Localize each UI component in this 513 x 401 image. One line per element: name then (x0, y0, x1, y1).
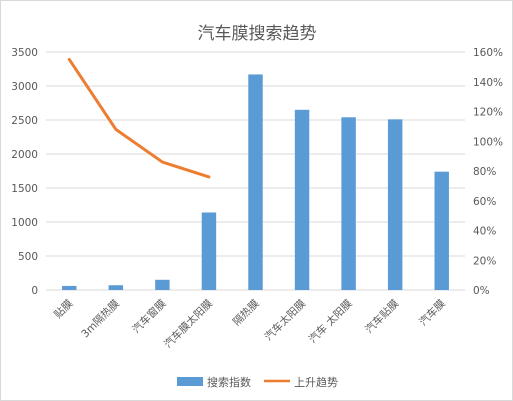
bar (387, 119, 403, 290)
legend: 搜索指数 上升趋势 (177, 375, 338, 389)
bar-series (62, 74, 449, 290)
right-tick-label: 20% (473, 255, 496, 267)
right-tick-label: 0% (473, 285, 490, 297)
bar (294, 109, 310, 290)
category-label: 贴膜 (51, 297, 75, 321)
category-label: 汽车膜太阳膜 (161, 297, 215, 351)
right-tick-label: 160% (473, 47, 503, 59)
chart-title: 汽车膜搜索趋势 (198, 24, 317, 44)
right-tick-label: 140% (473, 77, 503, 89)
legend-label-bar: 搜索指数 (207, 375, 251, 389)
left-axis: 0 500 1000 1500 2000 2500 3000 3500 (11, 47, 38, 297)
left-tick-label: 500 (18, 251, 38, 263)
bar (341, 117, 356, 290)
left-tick-label: 3000 (11, 81, 38, 93)
right-tick-label: 60% (473, 196, 496, 208)
right-tick-label: 80% (473, 166, 496, 178)
category-label: 隔热膜 (230, 297, 262, 329)
trend-line (67, 57, 211, 179)
legend-label-line: 上升趋势 (294, 376, 338, 389)
bar (108, 285, 124, 290)
bar (201, 212, 217, 290)
bar (62, 285, 77, 290)
left-tick-label: 3500 (11, 47, 38, 59)
line-series (67, 57, 211, 179)
category-label: 汽车太阳膜 (262, 297, 309, 344)
right-tick-label: 40% (473, 226, 496, 238)
legend-swatch-bar (177, 377, 203, 386)
left-tick-label: 2000 (11, 149, 38, 161)
right-axis: 0% 20% 40% 60% 80% 100% 120% 140% 160% (473, 47, 503, 297)
bar (248, 74, 263, 290)
category-label: 3m隔热膜 (79, 297, 123, 341)
category-label: 汽车贴膜 (362, 297, 401, 336)
category-label: 汽车窗膜 (130, 297, 169, 336)
left-tick-label: 0 (31, 285, 38, 297)
left-tick-label: 1000 (11, 217, 38, 229)
left-tick-label: 1500 (11, 183, 38, 195)
right-tick-label: 100% (473, 136, 503, 148)
left-tick-label: 2500 (11, 115, 38, 127)
bar (434, 171, 449, 290)
category-label: 汽车膜 (416, 297, 448, 329)
bar (155, 279, 170, 290)
right-tick-label: 120% (473, 107, 503, 119)
category-label: 汽车 太阳膜 (306, 297, 355, 346)
